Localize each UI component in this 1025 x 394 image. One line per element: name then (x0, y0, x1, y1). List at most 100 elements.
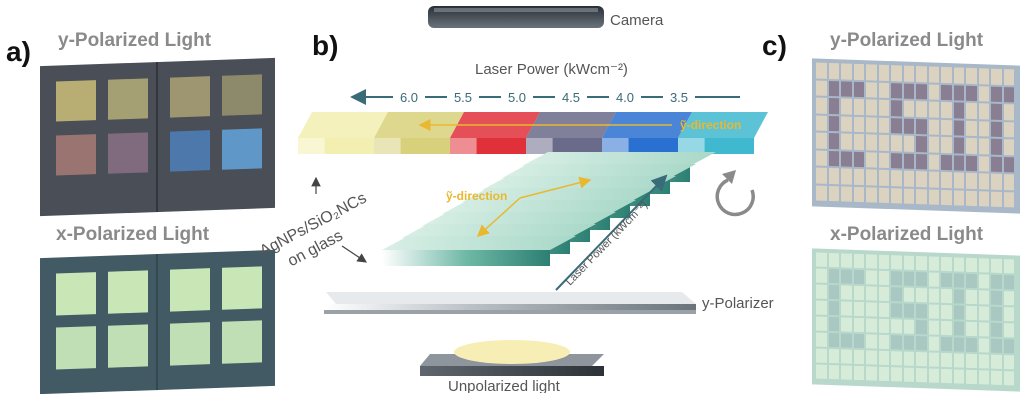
grid-cell (816, 252, 827, 267)
grid-cell (953, 273, 964, 288)
grid-cell (978, 190, 989, 207)
grid-cell (916, 153, 927, 170)
grid-cell (866, 286, 877, 301)
grid-cell (966, 120, 977, 137)
grid-cell (816, 348, 827, 363)
grid-cell (1003, 323, 1014, 338)
grid-cell (991, 322, 1002, 337)
grid-cell (828, 132, 839, 149)
grid-cell (866, 270, 877, 285)
grid-cell (841, 168, 852, 185)
grid-cell (878, 318, 889, 334)
grid-cell (828, 115, 839, 132)
grid-cell (866, 169, 877, 186)
grid-cell (941, 272, 952, 288)
grid-cell (828, 364, 839, 380)
grid-cell (878, 366, 889, 382)
grid-cell (916, 368, 927, 383)
slab-stack (382, 152, 716, 266)
grid-cell (866, 366, 877, 381)
grid-cell (853, 98, 864, 115)
grid-cell (828, 348, 839, 364)
grid-cell (978, 370, 989, 385)
camera-label: Camera (610, 12, 664, 29)
grid-cell (978, 155, 989, 172)
grid-cell (941, 171, 952, 188)
panel-a-letter: a) (6, 36, 31, 67)
grid-cell (866, 64, 877, 81)
panel-c-top-photo (812, 58, 1020, 214)
grid-cell (991, 338, 1002, 353)
grid-cell (828, 185, 839, 202)
power-value-label: 4.0 (616, 90, 634, 105)
grid-cell (991, 354, 1002, 369)
grid-cell (1003, 139, 1014, 155)
grid-cell (903, 135, 914, 152)
light-source-label: Unpolarized light (448, 378, 561, 393)
grid-cell (916, 171, 927, 187)
grid-cell (853, 317, 864, 333)
grid-cell (991, 258, 1002, 273)
grid-cell (891, 335, 902, 350)
grid-cell (891, 117, 902, 134)
grid-cell (816, 185, 827, 201)
grid-cell (841, 63, 852, 80)
panel-b-letter: b) (312, 30, 339, 61)
slab-top (462, 188, 656, 202)
grid-cell (916, 101, 927, 117)
grid-cell (841, 349, 852, 364)
strip-segment-front (526, 138, 602, 154)
grid-cell (916, 288, 927, 303)
grid-cell (841, 269, 852, 284)
grid-cell (928, 153, 939, 170)
grid-cell (903, 335, 914, 350)
grid-cell (878, 152, 889, 169)
grid-cell (928, 83, 939, 100)
grid-cell (878, 254, 889, 270)
grid-cell (966, 102, 977, 119)
panel-c-bottom-photo (812, 248, 1020, 392)
grid-cell (841, 301, 852, 316)
grid-cell (916, 336, 927, 351)
grid-cell (966, 369, 977, 385)
laser-power-label: Laser Power (kWcm⁻²) (475, 61, 628, 78)
grid-cell (941, 154, 952, 171)
grid-cell (916, 83, 927, 100)
slab-top (402, 224, 596, 238)
grid-cell (966, 172, 977, 189)
grid-cell (941, 189, 952, 206)
grid-cell (866, 134, 877, 151)
grid-cell (903, 188, 914, 204)
grid-cell (1003, 371, 1014, 386)
grid-cell (978, 322, 989, 337)
grid-cell (953, 289, 964, 304)
grid-cell (903, 255, 914, 270)
grid-cell (916, 136, 927, 152)
grid-cell (966, 337, 977, 353)
grid-cell (841, 317, 852, 332)
grid-cell (978, 85, 989, 102)
mid-y-direction-arrow-back (519, 176, 592, 199)
grid-cell (841, 285, 852, 300)
grid-cell (903, 351, 914, 366)
slab-top (502, 164, 696, 178)
grid-cell (878, 64, 889, 81)
grid-cell (878, 134, 889, 151)
grid-cell (941, 84, 952, 101)
slab-top (442, 200, 636, 214)
grid-cell (978, 290, 989, 305)
grid-cell (816, 300, 827, 315)
panel-a-top-title: y-Polarized Light (58, 30, 212, 51)
mid-y-direction-arrow (476, 197, 521, 238)
grid-cell (878, 117, 889, 134)
grid-cell (853, 269, 864, 285)
grid-cell (928, 171, 939, 188)
grid-cell (928, 352, 939, 367)
panel-a-bottom-title: x-Polarized Light (56, 224, 210, 245)
grid-cell (841, 185, 852, 202)
grid-cell (841, 133, 852, 150)
grid-cell (853, 151, 864, 168)
grid-cell (841, 98, 852, 115)
grid-cell (841, 365, 852, 380)
grid-cell (978, 120, 989, 137)
